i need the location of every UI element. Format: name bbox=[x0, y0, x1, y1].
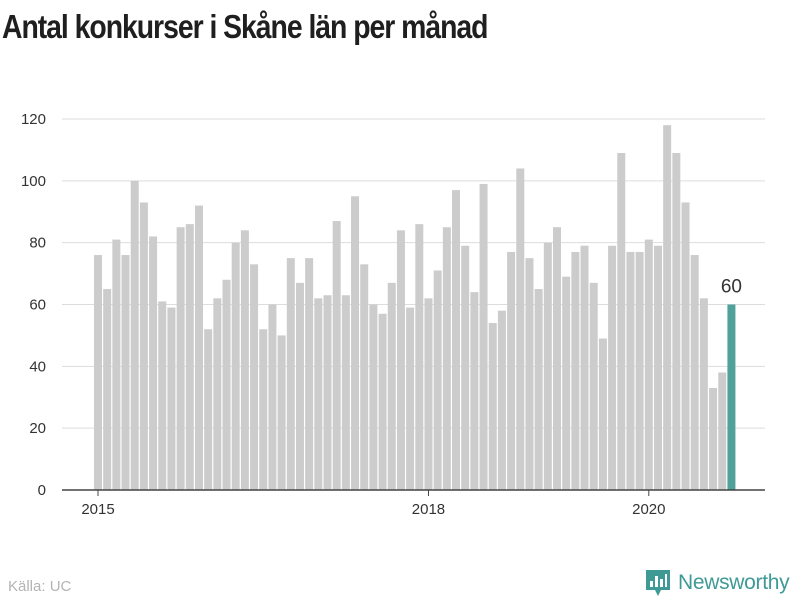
highlight-value-label: 60 bbox=[721, 277, 742, 298]
bar bbox=[580, 245, 589, 490]
chart-title: Antal konkurser i Skåne län per månad bbox=[2, 8, 488, 45]
bar bbox=[452, 190, 461, 490]
bar bbox=[360, 264, 369, 490]
bar bbox=[351, 196, 360, 490]
bar bbox=[378, 313, 387, 490]
bar bbox=[130, 180, 139, 491]
bar bbox=[672, 153, 681, 490]
bar bbox=[424, 298, 433, 490]
bar bbox=[690, 255, 699, 490]
bar bbox=[479, 183, 488, 491]
bar bbox=[497, 310, 506, 490]
bar bbox=[103, 289, 112, 490]
bar bbox=[369, 304, 378, 490]
bar bbox=[571, 251, 580, 490]
bar bbox=[305, 258, 314, 490]
bar bbox=[286, 258, 295, 490]
bar bbox=[121, 255, 130, 490]
bar bbox=[507, 251, 516, 490]
bar bbox=[709, 387, 718, 490]
bar bbox=[396, 230, 405, 491]
bar bbox=[112, 239, 121, 490]
bar bbox=[635, 251, 644, 490]
bar bbox=[387, 282, 396, 490]
brand-logo: Newsworthy bbox=[644, 568, 790, 598]
bar bbox=[167, 307, 176, 490]
bar bbox=[222, 279, 231, 490]
bar bbox=[332, 221, 341, 490]
y-tick-label: 20 bbox=[29, 420, 46, 437]
bar bbox=[589, 282, 598, 490]
bar bbox=[626, 251, 635, 490]
bar bbox=[461, 245, 470, 490]
bar bbox=[470, 292, 479, 490]
y-tick-label: 60 bbox=[29, 297, 46, 314]
bar bbox=[415, 224, 424, 490]
bar bbox=[681, 202, 690, 490]
bar bbox=[663, 125, 672, 490]
y-tick-label: 120 bbox=[21, 111, 46, 128]
bar bbox=[644, 239, 653, 490]
y-tick-label: 80 bbox=[29, 235, 46, 252]
bar bbox=[442, 227, 451, 491]
bar bbox=[525, 258, 534, 490]
bar bbox=[176, 227, 185, 491]
bar bbox=[268, 304, 277, 490]
bar bbox=[149, 236, 158, 490]
bar bbox=[94, 255, 102, 490]
source-note: Källa: UC bbox=[8, 578, 72, 595]
bar bbox=[488, 323, 497, 490]
bar bbox=[259, 329, 268, 490]
highlight-bar bbox=[727, 304, 736, 490]
bar bbox=[617, 153, 626, 490]
bar bbox=[699, 298, 708, 490]
bar bbox=[341, 295, 350, 490]
bar bbox=[516, 168, 525, 490]
bar bbox=[598, 338, 607, 490]
bar bbox=[204, 329, 213, 490]
bar bbox=[213, 298, 222, 490]
bar bbox=[194, 205, 203, 491]
bar bbox=[608, 245, 617, 490]
chart-bubble-icon bbox=[646, 570, 670, 596]
x-tick-label: 2015 bbox=[81, 501, 114, 518]
bar bbox=[323, 295, 332, 490]
x-tick-label: 2018 bbox=[412, 501, 445, 518]
bar bbox=[277, 335, 286, 490]
bar bbox=[534, 289, 543, 490]
y-tick-label: 0 bbox=[38, 482, 46, 499]
x-tick-label: 2020 bbox=[632, 501, 665, 518]
bar bbox=[158, 301, 167, 490]
brand-name: Newsworthy bbox=[678, 571, 790, 594]
bar bbox=[653, 245, 662, 490]
annotations: 60 bbox=[721, 277, 742, 298]
bar bbox=[185, 224, 194, 490]
bar bbox=[139, 202, 148, 490]
y-tick-label: 100 bbox=[21, 173, 46, 190]
bar bbox=[718, 372, 727, 490]
bar bbox=[314, 298, 323, 490]
bar bbox=[406, 307, 415, 490]
y-tick-label: 40 bbox=[29, 358, 46, 375]
bars bbox=[94, 125, 736, 491]
bar bbox=[553, 227, 561, 491]
bar bbox=[231, 242, 240, 490]
bar bbox=[433, 270, 442, 490]
bar bbox=[543, 242, 552, 490]
bar bbox=[562, 276, 571, 490]
bar bbox=[295, 282, 304, 490]
y-axis-labels: 0 20 40 60 80 100 120 bbox=[21, 111, 46, 499]
bar bbox=[240, 230, 249, 491]
x-axis: 2015 2018 2020 bbox=[62, 489, 765, 518]
bar bbox=[250, 264, 259, 490]
